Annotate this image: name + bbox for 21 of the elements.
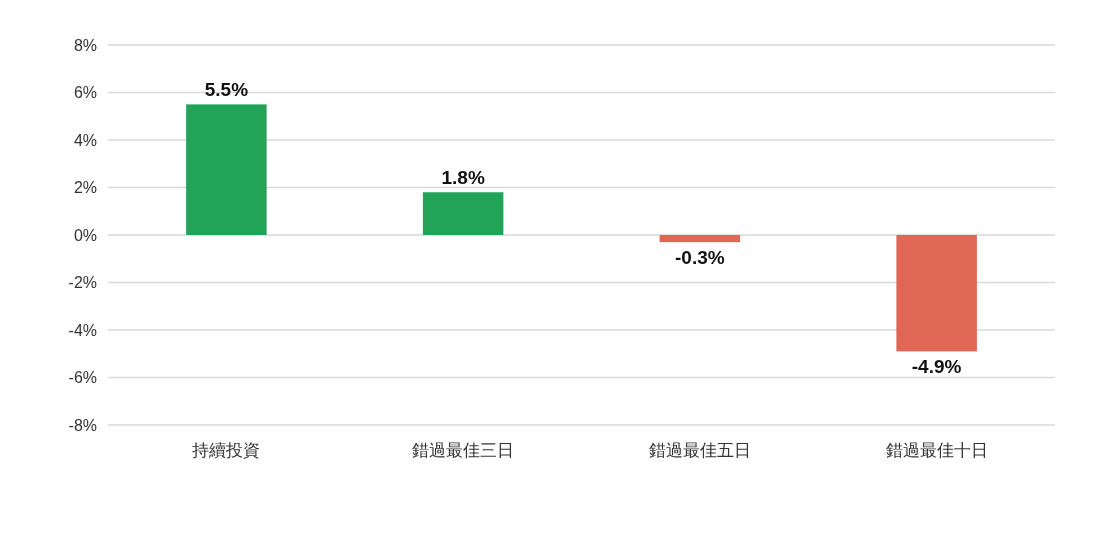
y-tick-label: 0% (73, 226, 97, 244)
x-tick-label: 持續投資 (192, 440, 261, 460)
bar (659, 235, 741, 243)
bar (896, 235, 977, 352)
x-tick-label: 錯過最佳十日 (885, 440, 988, 460)
y-tick-label: -6% (68, 369, 97, 386)
y-tick-label: 4% (73, 131, 97, 149)
data-label: -0.3% (675, 246, 725, 268)
x-tick-label: 錯過最佳三日 (412, 440, 515, 460)
y-tick-label: -4% (68, 321, 97, 339)
y-tick-label: -8% (68, 416, 97, 434)
y-tick-label: 6% (73, 84, 97, 101)
y-tick-label: 2% (73, 179, 97, 196)
y-tick-label: 8% (73, 36, 97, 54)
data-label: -4.9% (911, 355, 962, 377)
bar (422, 192, 504, 235)
data-label: 1.8% (441, 167, 485, 189)
data-label: 5.5% (204, 79, 249, 101)
x-tick-label: 錯過最佳五日 (648, 440, 751, 460)
bar (186, 104, 267, 235)
y-tick-label: -2% (68, 274, 97, 291)
